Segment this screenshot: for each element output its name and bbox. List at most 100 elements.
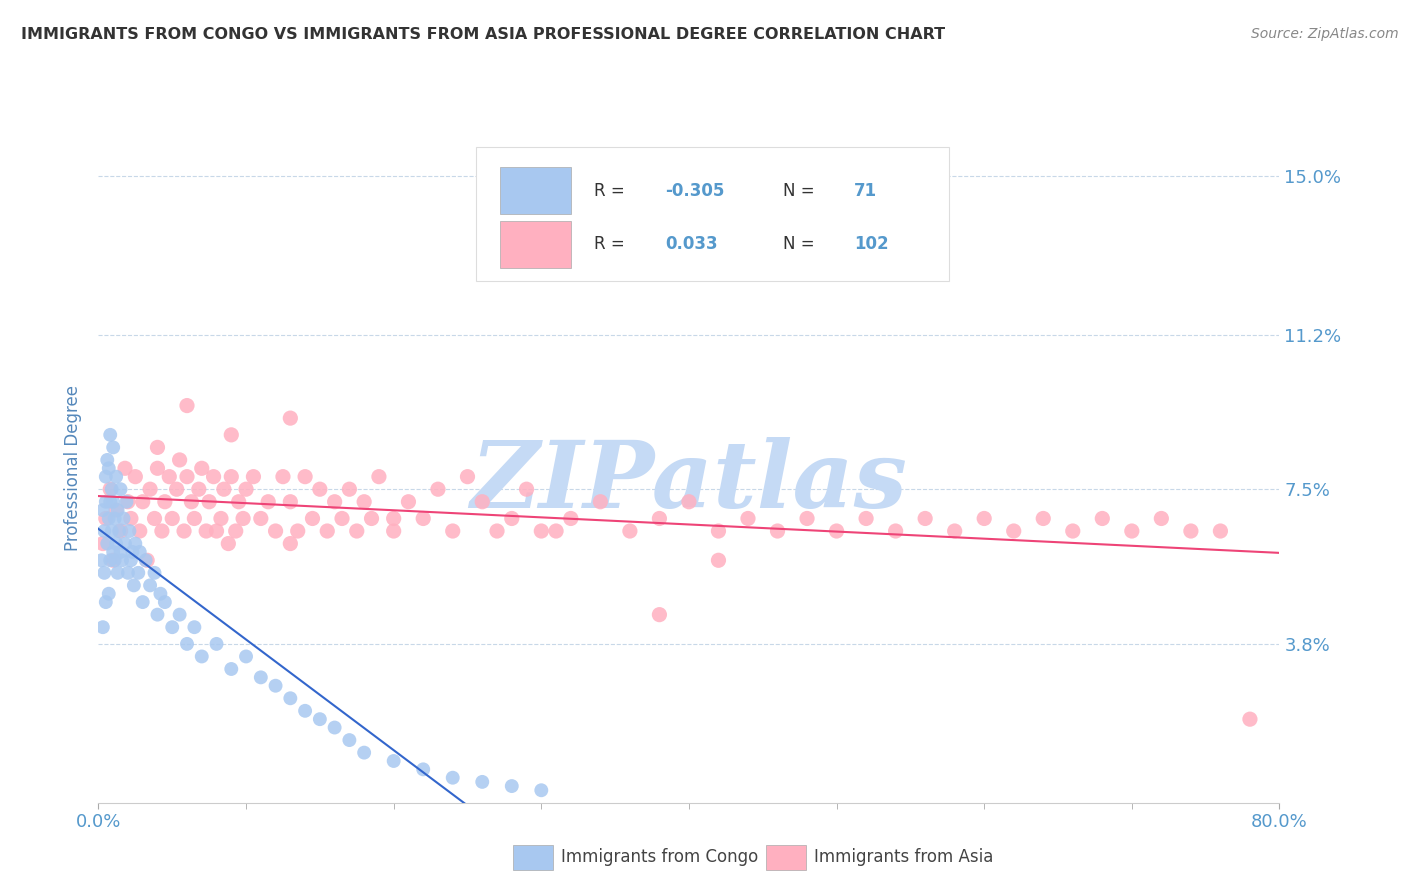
Point [309, 482, 332, 496]
Point [191, 461, 214, 475]
Point [103, 441, 125, 455]
Point [219, 469, 242, 483]
Point [136, 553, 159, 567]
Point [278, 411, 302, 425]
Point [287, 524, 309, 538]
Point [103, 553, 125, 567]
Point [94, 595, 117, 609]
Point [382, 511, 405, 525]
Point [278, 691, 302, 706]
Point [94, 495, 117, 509]
Point [115, 495, 138, 509]
Point [114, 461, 136, 475]
Point [173, 524, 195, 538]
Point [146, 607, 169, 622]
Point [110, 482, 132, 496]
Point [530, 783, 553, 797]
Point [427, 482, 450, 496]
Point [98, 495, 121, 509]
Text: Immigrants from Congo: Immigrants from Congo [561, 848, 758, 866]
Point [589, 495, 612, 509]
Point [257, 495, 280, 509]
Point [250, 511, 273, 525]
Point [162, 620, 183, 634]
Point [360, 511, 382, 525]
Point [678, 495, 700, 509]
Point [183, 620, 205, 634]
Point [619, 524, 641, 538]
Point [1180, 524, 1202, 538]
Point [117, 495, 139, 509]
Point [139, 482, 162, 496]
Text: 71: 71 [855, 182, 877, 200]
FancyBboxPatch shape [477, 147, 949, 281]
Point [132, 495, 155, 509]
Point [122, 578, 145, 592]
Point [217, 536, 239, 550]
Point [98, 428, 121, 442]
Point [90, 553, 112, 567]
Point [191, 649, 214, 664]
Point [264, 524, 287, 538]
Point [441, 771, 464, 785]
Point [501, 779, 523, 793]
Point [176, 469, 198, 483]
Point [135, 553, 157, 567]
Point [330, 511, 353, 525]
Point [339, 482, 360, 496]
Point [271, 469, 294, 483]
Point [105, 536, 128, 550]
Text: -0.305: -0.305 [665, 182, 724, 200]
Point [382, 524, 405, 538]
Point [209, 511, 232, 525]
Text: ZIPatlas: ZIPatlas [471, 437, 907, 526]
Point [546, 524, 568, 538]
Point [97, 587, 120, 601]
Point [346, 524, 368, 538]
Point [914, 511, 936, 525]
Text: Immigrants from Asia: Immigrants from Asia [814, 848, 994, 866]
Point [1239, 712, 1261, 726]
Point [412, 762, 434, 776]
Point [1209, 524, 1232, 538]
Point [1032, 511, 1054, 525]
Point [294, 469, 316, 483]
Point [149, 587, 172, 601]
Point [441, 524, 464, 538]
Point [107, 566, 129, 580]
Point [153, 495, 176, 509]
Point [153, 595, 176, 609]
Point [176, 637, 198, 651]
Point [114, 536, 136, 550]
Point [180, 495, 202, 509]
Point [353, 746, 375, 760]
Point [242, 469, 264, 483]
Point [884, 524, 907, 538]
Point [412, 511, 434, 525]
Point [228, 495, 250, 509]
Point [195, 524, 218, 538]
Point [316, 524, 339, 538]
Point [309, 712, 332, 726]
Point [515, 482, 537, 496]
Text: N =: N = [783, 235, 815, 253]
Point [353, 495, 375, 509]
Point [91, 620, 114, 634]
Point [250, 670, 273, 684]
Point [120, 553, 142, 567]
Point [235, 649, 257, 664]
Point [855, 511, 877, 525]
Point [471, 775, 494, 789]
Point [235, 482, 257, 496]
FancyBboxPatch shape [501, 220, 571, 268]
Point [943, 524, 966, 538]
Point [1091, 511, 1114, 525]
Point [139, 578, 162, 592]
Point [120, 511, 142, 525]
Point [339, 733, 360, 747]
Point [278, 495, 302, 509]
Point [105, 503, 128, 517]
Point [96, 453, 118, 467]
Point [103, 545, 125, 559]
Point [124, 469, 146, 483]
